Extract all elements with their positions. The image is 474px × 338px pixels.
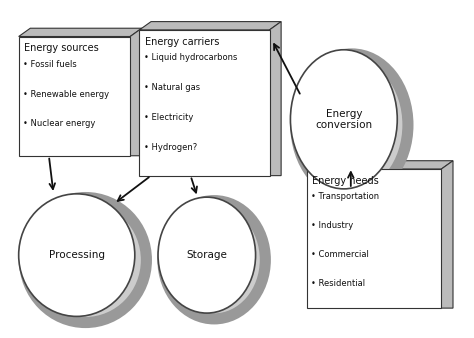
Text: Energy carriers: Energy carriers [145,37,219,47]
Text: • Liquid hydrocarbons: • Liquid hydrocarbons [144,53,237,62]
Polygon shape [270,22,281,176]
Bar [18,37,130,156]
Ellipse shape [18,194,135,316]
Text: • Hydrogen?: • Hydrogen? [144,143,197,151]
Polygon shape [441,161,453,308]
Text: • Commercial: • Commercial [311,250,369,259]
Ellipse shape [158,197,255,313]
Bar [139,30,270,176]
Ellipse shape [296,54,408,196]
Text: • Nuclear energy: • Nuclear energy [23,119,96,128]
Text: Energy
conversion: Energy conversion [315,108,373,130]
Text: • Renewable energy: • Renewable energy [23,90,109,98]
Ellipse shape [291,50,397,189]
Bar [307,169,441,308]
Text: Energy needs: Energy needs [312,176,379,186]
Polygon shape [307,161,453,169]
Text: • Fossil fuels: • Fossil fuels [23,60,77,69]
Text: • Industry: • Industry [311,221,354,230]
Polygon shape [130,28,142,156]
Text: • Transportation: • Transportation [311,192,380,201]
Text: Storage: Storage [186,250,227,260]
Text: Energy sources: Energy sources [24,43,99,53]
Polygon shape [18,28,142,37]
Text: • Residential: • Residential [311,279,365,288]
Ellipse shape [25,197,146,322]
Text: Processing: Processing [49,250,105,260]
Ellipse shape [163,201,265,319]
Polygon shape [139,22,281,30]
Text: • Electricity: • Electricity [144,113,193,122]
Text: • Natural gas: • Natural gas [144,83,200,92]
